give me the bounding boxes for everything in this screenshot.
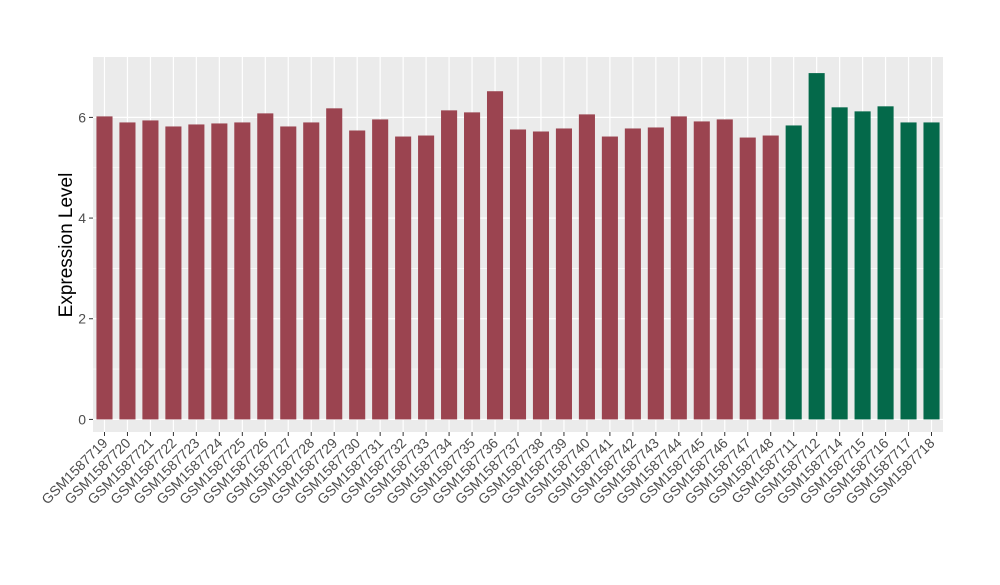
bar — [716, 119, 733, 420]
bar — [188, 124, 205, 420]
bar — [303, 122, 320, 420]
y-tick-label: 6 — [78, 109, 86, 125]
bar — [119, 122, 136, 420]
bar — [831, 107, 848, 420]
bar — [349, 130, 366, 420]
y-tick-label: 2 — [78, 311, 86, 327]
y-axis-label: Expression Level — [56, 173, 77, 318]
y-tick-label: 4 — [78, 210, 86, 226]
bar — [555, 128, 572, 420]
bar — [900, 122, 917, 420]
bar — [211, 123, 228, 420]
bar — [647, 127, 664, 420]
y-tick-label: 0 — [78, 411, 86, 427]
bar — [372, 119, 389, 420]
bar — [418, 135, 435, 420]
x-axis: GSM1587719GSM1587720GSM1587721GSM1587722… — [38, 432, 938, 507]
bar — [601, 136, 618, 420]
bar — [762, 135, 779, 420]
bar — [326, 108, 343, 420]
bar — [854, 111, 871, 420]
bar — [693, 121, 710, 420]
bar — [280, 126, 297, 420]
bar — [532, 131, 550, 420]
bar — [464, 112, 481, 420]
bar — [234, 122, 251, 420]
y-axis: 0 2 4 6 — [78, 109, 93, 427]
bar — [165, 126, 182, 420]
bar — [486, 91, 504, 420]
bar — [923, 122, 940, 420]
bar — [624, 128, 641, 420]
bars — [96, 73, 940, 420]
bar — [578, 114, 595, 420]
bar — [808, 73, 825, 420]
bar — [509, 129, 527, 420]
bar — [441, 110, 458, 420]
bar — [96, 116, 113, 420]
bar — [142, 120, 159, 420]
bar — [877, 106, 894, 420]
bar — [257, 113, 274, 420]
bar — [739, 137, 756, 420]
bar — [670, 116, 687, 420]
bar — [395, 136, 412, 420]
bar — [785, 125, 802, 420]
